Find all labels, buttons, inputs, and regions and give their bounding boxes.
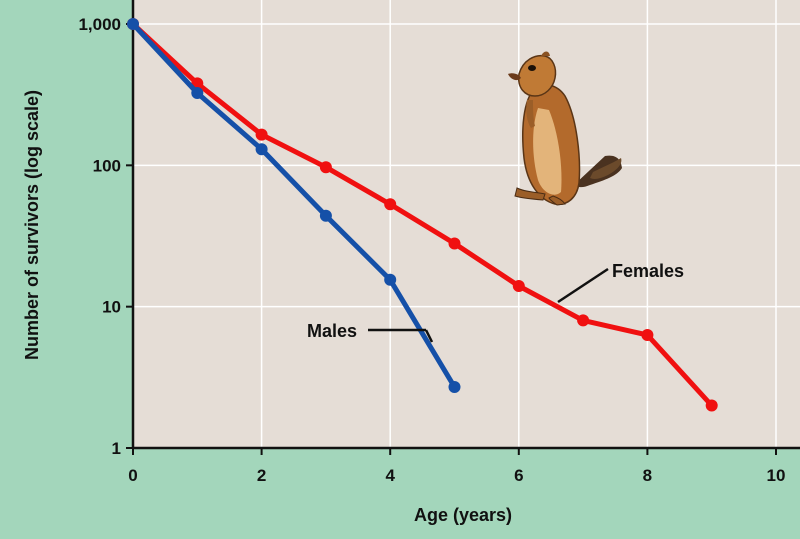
series-males [127, 18, 461, 394]
data-point-males [384, 273, 397, 286]
series-line-males [130, 21, 457, 390]
data-point-males [448, 381, 461, 394]
x-tick-label: 8 [643, 466, 652, 485]
females-label-leader [557, 267, 609, 304]
data-point-males [319, 209, 332, 222]
y-axis-title: Number of survivors (log scale) [22, 90, 42, 360]
data-point-females [319, 161, 332, 174]
x-tick-label: 0 [128, 466, 137, 485]
males-label-leader-segment [424, 329, 434, 343]
data-point-females [705, 399, 718, 412]
series-label-males: Males [307, 321, 357, 341]
x-axis-title: Age (years) [414, 505, 512, 525]
x-tick-label: 4 [385, 466, 395, 485]
data-point-females [384, 198, 397, 211]
x-tick-label: 2 [257, 466, 266, 485]
x-tick-label: 6 [514, 466, 523, 485]
y-tick-label: 10 [102, 298, 121, 317]
series-label-females: Females [612, 261, 684, 281]
data-point-females [577, 314, 590, 327]
tick-labels: 0 2 4 6 8 10 1 10 100 1,000 [78, 15, 785, 485]
series-layer [127, 18, 718, 412]
axes [126, 0, 800, 455]
data-point-females [255, 128, 268, 141]
y-tick-label: 1,000 [78, 15, 121, 34]
data-point-females [641, 329, 654, 342]
ground-squirrel-icon [508, 51, 622, 206]
data-point-males [191, 86, 204, 99]
y-tick-label: 100 [93, 156, 121, 175]
x-tick-label: 10 [767, 466, 786, 485]
data-point-females [448, 237, 461, 250]
series-line-females [130, 21, 715, 408]
plot-area [133, 0, 800, 448]
data-point-males [127, 18, 139, 30]
y-tick-label: 1 [112, 439, 121, 458]
data-point-females [512, 280, 525, 293]
data-point-males [255, 143, 268, 156]
